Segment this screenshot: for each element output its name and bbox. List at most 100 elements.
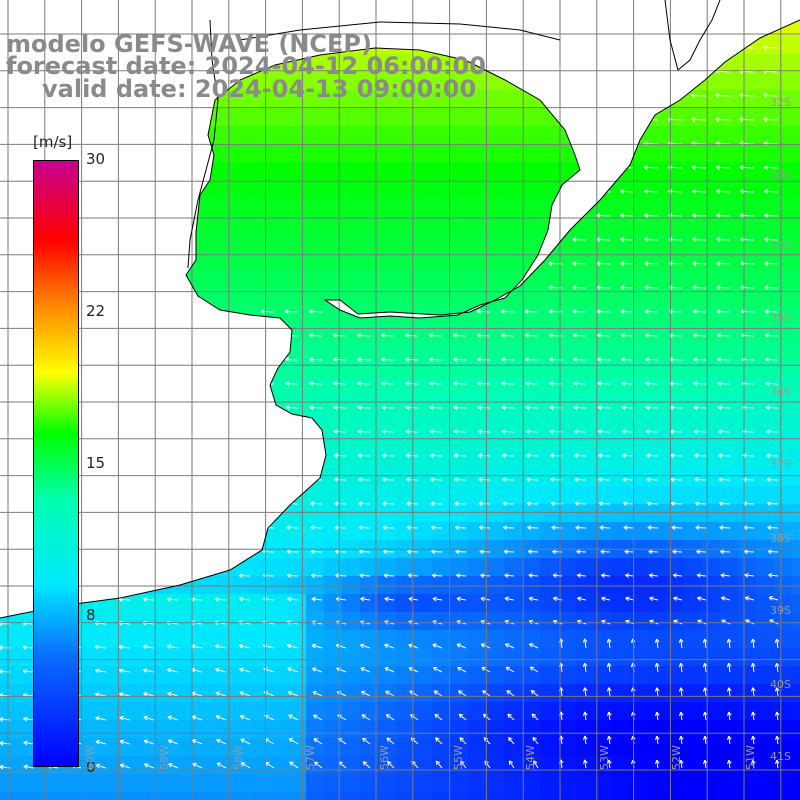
wind-arrow <box>597 357 611 362</box>
wind-arrow <box>574 453 587 458</box>
wind-arrow <box>383 573 395 578</box>
wind-arrow <box>621 429 635 434</box>
wind-arrow <box>457 666 467 673</box>
wind-arrow <box>645 357 659 362</box>
wind-arrow <box>360 690 371 697</box>
wind-arrow <box>691 117 707 122</box>
wind-arrow <box>620 285 635 290</box>
wind-arrow <box>622 453 635 458</box>
wind-arrow <box>477 381 491 386</box>
wind-arrow <box>715 93 731 98</box>
wind-arrow <box>118 668 131 673</box>
wind-arrow <box>765 357 779 362</box>
wind-arrow <box>333 405 347 410</box>
wind-arrow <box>691 93 707 98</box>
wind-arrow <box>529 666 539 673</box>
wind-arrow <box>606 759 612 769</box>
wind-arrow <box>285 453 299 458</box>
lat-label-39s: 39S <box>770 604 791 617</box>
wind-arrow <box>625 596 635 602</box>
colorbar-tick-15: 15 <box>86 454 106 472</box>
wind-arrow <box>191 739 203 745</box>
wind-arrow <box>357 453 371 458</box>
wind-arrow <box>166 644 179 649</box>
wind-arrow <box>693 405 707 410</box>
wind-arrow <box>309 381 323 386</box>
wind-arrow <box>606 687 612 697</box>
wind-arrow <box>314 761 323 769</box>
wind-arrow <box>429 405 443 410</box>
wind-arrow <box>764 285 779 290</box>
wind-arrow <box>648 549 659 555</box>
wind-arrow <box>239 667 251 673</box>
lat-label-41s: 41S <box>770 750 791 763</box>
wind-arrow <box>739 165 755 170</box>
wind-arrow <box>167 739 179 745</box>
wind-arrow <box>645 429 659 434</box>
wind-arrow <box>726 662 732 673</box>
wind-arrow <box>431 573 443 578</box>
wind-arrow <box>678 662 684 673</box>
colorbar-tick-22: 22 <box>86 302 106 320</box>
wind-arrow <box>744 572 755 578</box>
wind-arrow <box>429 453 443 458</box>
lat-label-36s: 36S <box>770 386 791 399</box>
wind-arrow <box>768 596 779 601</box>
wind-arrow <box>644 309 659 314</box>
wind-arrow <box>382 501 395 506</box>
wind-arrow <box>693 357 707 362</box>
wind-arrow <box>620 261 635 266</box>
wind-arrow <box>766 477 779 482</box>
wind-arrow <box>503 525 515 530</box>
wind-arrow <box>774 711 780 721</box>
wind-arrow <box>691 165 707 170</box>
wind-arrow <box>692 333 707 338</box>
wind-arrow <box>454 477 467 482</box>
colorbar-tick-8: 8 <box>86 606 96 624</box>
wind-arrow <box>620 237 635 242</box>
wind-arrow <box>501 357 515 362</box>
wind-arrow <box>311 596 323 602</box>
wind-arrow <box>552 596 563 602</box>
wind-arrow <box>432 666 443 673</box>
wind-arrow <box>216 762 227 769</box>
wind-arrow <box>621 381 635 386</box>
wind-arrow <box>649 573 659 578</box>
lon-label-60w: 60W <box>84 745 97 770</box>
wind-arrow <box>308 333 323 338</box>
valid-date: valid date: 2024-04-13 09:00:00 <box>42 75 477 103</box>
wind-arrow <box>261 429 275 434</box>
lat-label-32s: 32S <box>770 96 791 109</box>
wind-arrow <box>261 453 275 458</box>
wind-arrow <box>505 666 515 673</box>
wind-arrow <box>696 573 707 578</box>
wind-arrow <box>654 711 660 721</box>
wind-arrow <box>405 381 419 386</box>
wind-arrow <box>457 690 467 697</box>
wind-arrow <box>286 573 299 578</box>
wind-arrow <box>406 477 419 482</box>
wind-arrow <box>726 687 732 697</box>
wind-arrow <box>715 165 731 170</box>
wind-arrow <box>358 525 371 530</box>
wind-arrow <box>380 333 395 338</box>
wind-arrow <box>476 333 491 338</box>
wind-arrow <box>702 662 708 673</box>
wind-arrow <box>573 405 587 410</box>
wind-arrow <box>718 501 731 506</box>
wind-arrow <box>333 429 347 434</box>
wind-arrow <box>502 477 515 482</box>
wind-arrow <box>452 333 467 338</box>
wind-arrow <box>644 213 659 218</box>
wind-arrow <box>501 453 515 458</box>
wind-arrow <box>692 261 707 266</box>
lat-label-40s: 40S <box>770 678 791 691</box>
wind-arrow <box>765 429 779 434</box>
wind-arrow <box>573 429 587 434</box>
wind-arrow <box>357 429 371 434</box>
wind-arrow <box>744 596 755 601</box>
wind-arrow <box>23 716 35 722</box>
wind-arrow <box>525 429 539 434</box>
wind-arrow <box>381 405 395 410</box>
